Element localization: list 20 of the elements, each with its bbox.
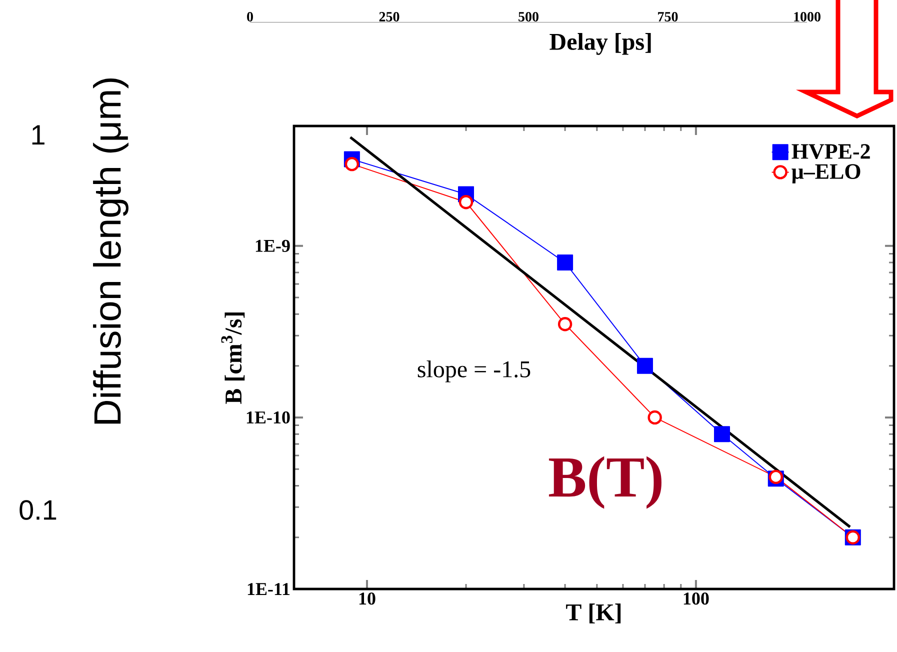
annotation: B(T) (548, 456, 662, 509)
y-tick-label: 0.1 (20, 500, 56, 520)
x-tick-label: 100 (684, 592, 709, 605)
x-tick-label: 750 (658, 12, 678, 22)
y-tick-label: 1E-10 (246, 411, 290, 424)
x-axis-title: T [K] (566, 604, 621, 624)
annotation: slope = -1.5 (418, 360, 530, 382)
x-tick-label: 250 (379, 12, 400, 22)
legend-label: μ–ELO (792, 164, 860, 184)
x-axis-title: Delay [ps] (550, 33, 651, 55)
x-tick-label: 10 (359, 592, 376, 605)
y-tick-label: 1E-11 (248, 583, 290, 595)
x-tick-label: 1000 (794, 12, 820, 22)
y-axis-title: Diffusion length (μm) (93, 78, 128, 424)
y-axis-title: B [cm$^{3}$/s] (221, 312, 245, 404)
x-tick-label: 0 (247, 12, 253, 22)
y-tick-label: 1E-9 (256, 240, 290, 252)
y-tick-label: 1 (32, 125, 44, 145)
x-tick-label: 500 (518, 12, 538, 22)
legend-label: HVPE-2 (792, 144, 870, 159)
